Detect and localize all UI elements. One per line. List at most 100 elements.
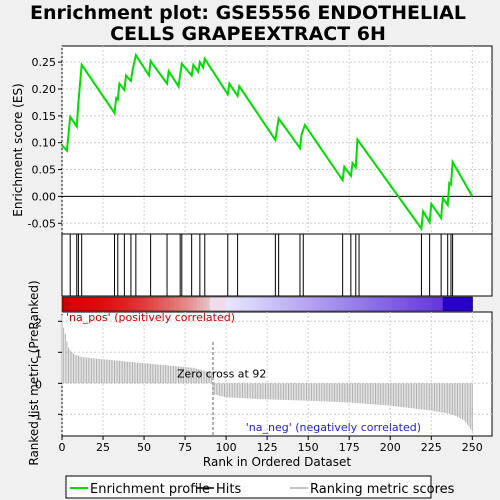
metric-x-axis: 0 25 50 75 100 125 150 175 200 225 250 — [59, 436, 483, 454]
color-band-segment — [114, 297, 119, 311]
color-band-segment — [117, 297, 122, 311]
metric-y-tick-label: 2 — [35, 316, 42, 329]
color-band-segment — [127, 297, 132, 311]
color-band-segment — [216, 297, 221, 311]
es-panel — [61, 45, 493, 235]
color-band-segment — [285, 297, 289, 311]
metric-y-tick-label: 0 — [35, 378, 42, 391]
x-tick-label: 200 — [380, 441, 401, 454]
metric-panel — [61, 311, 493, 437]
color-band-segment — [275, 297, 280, 311]
color-band-segment — [291, 297, 296, 311]
color-band-segment — [331, 297, 335, 311]
legend-label-2: Ranking metric scores — [310, 482, 455, 497]
x-tick-label: 225 — [421, 441, 442, 454]
color-band-segment — [157, 297, 161, 311]
es-profile-line — [61, 52, 474, 232]
color-band-segment — [163, 297, 168, 311]
legend: Enrichment profile Hits Ranking metric sco… — [70, 482, 455, 497]
color-band-segment — [350, 297, 355, 311]
es-y-tick-label: 0.05 — [32, 164, 57, 177]
legend-box — [65, 475, 432, 499]
color-band-segment — [318, 297, 322, 311]
color-band-segment — [232, 297, 237, 311]
pos-correlated-label: 'na_pos' (positively correlated) — [66, 311, 235, 324]
color-band-segment — [183, 297, 188, 311]
color-band-segment — [255, 297, 260, 311]
color-band-segment — [62, 297, 66, 311]
color-band-segment — [446, 297, 450, 311]
color-band-segment — [347, 297, 352, 311]
color-band-segment — [249, 297, 253, 311]
color-band-segment — [193, 297, 198, 311]
color-band-segment — [363, 297, 368, 311]
color-band-segment — [393, 297, 398, 311]
color-band-segment — [354, 297, 358, 311]
color-band-segment — [373, 297, 378, 311]
x-tick-label: 100 — [216, 441, 237, 454]
hits-panel — [61, 233, 493, 297]
color-band-segment — [357, 297, 362, 311]
hits-group — [69, 234, 454, 296]
legend-label-0: Enrichment profile — [90, 482, 210, 497]
color-band-segment — [94, 297, 99, 311]
color-band-segment — [75, 297, 79, 311]
color-band-segment — [107, 297, 112, 311]
color-band-segment — [265, 297, 270, 311]
color-band-segment — [462, 297, 467, 311]
color-band-segment — [295, 297, 299, 311]
color-band-segment — [176, 297, 181, 311]
metric-y-tick-label: 1 — [35, 347, 42, 360]
color-band-segment — [71, 297, 76, 311]
color-band-segment — [396, 297, 401, 311]
color-band-segment — [140, 297, 145, 311]
color-band-segment — [88, 297, 93, 311]
color-band-segment — [311, 297, 316, 311]
x-tick-label: 0 — [59, 441, 66, 454]
color-band-segment — [304, 297, 309, 311]
legend-label-1: Hits — [216, 482, 241, 497]
color-band-segment — [442, 297, 447, 311]
color-band-segment — [334, 297, 339, 311]
color-band-segment — [380, 297, 385, 311]
color-band-segment — [78, 297, 83, 311]
color-band-segment — [245, 297, 250, 311]
color-band-segment — [199, 297, 204, 311]
color-band-segment — [150, 297, 155, 311]
x-tick-label: 150 — [298, 441, 319, 454]
color-band-segment — [406, 297, 411, 311]
color-band-segment — [272, 297, 276, 311]
color-band-segment — [452, 297, 457, 311]
color-band-segment — [301, 297, 306, 311]
color-band-segment — [409, 297, 414, 311]
x-tick-label: 50 — [137, 441, 151, 454]
color-band-segment — [173, 297, 178, 311]
color-band-segment — [281, 297, 286, 311]
color-band-segment — [341, 297, 345, 311]
color-band-segment — [144, 297, 148, 311]
color-band-segment — [124, 297, 129, 311]
color-band-segment — [242, 297, 247, 311]
color-band-segment — [81, 297, 86, 311]
metric-y-tick-label: -1 — [31, 409, 42, 422]
color-band-segment — [190, 297, 194, 311]
color-band-segment — [160, 297, 165, 311]
color-band-segment — [377, 297, 381, 311]
es-y-tick-label: -0.05 — [28, 217, 56, 230]
color-band-segment — [98, 297, 102, 311]
es-y-axis: -0.05 0.00 0.05 0.10 0.15 0.20 0.25 — [28, 56, 62, 230]
color-band-segment — [327, 297, 332, 311]
color-band-segment — [416, 297, 421, 311]
neg-correlated-label: 'na_neg' (negatively correlated) — [246, 421, 421, 434]
color-band-segment — [386, 297, 391, 311]
color-band-segment — [137, 297, 142, 311]
color-band-segment — [153, 297, 158, 311]
color-band-segment — [121, 297, 125, 311]
es-y-tick-label: 0.20 — [32, 83, 57, 96]
es-y-tick-label: 0.00 — [32, 190, 57, 203]
es-y-tick-label: 0.10 — [32, 137, 57, 150]
color-band-outline — [61, 296, 473, 312]
rank-color-band — [61, 296, 473, 312]
color-band-segment — [400, 297, 404, 311]
